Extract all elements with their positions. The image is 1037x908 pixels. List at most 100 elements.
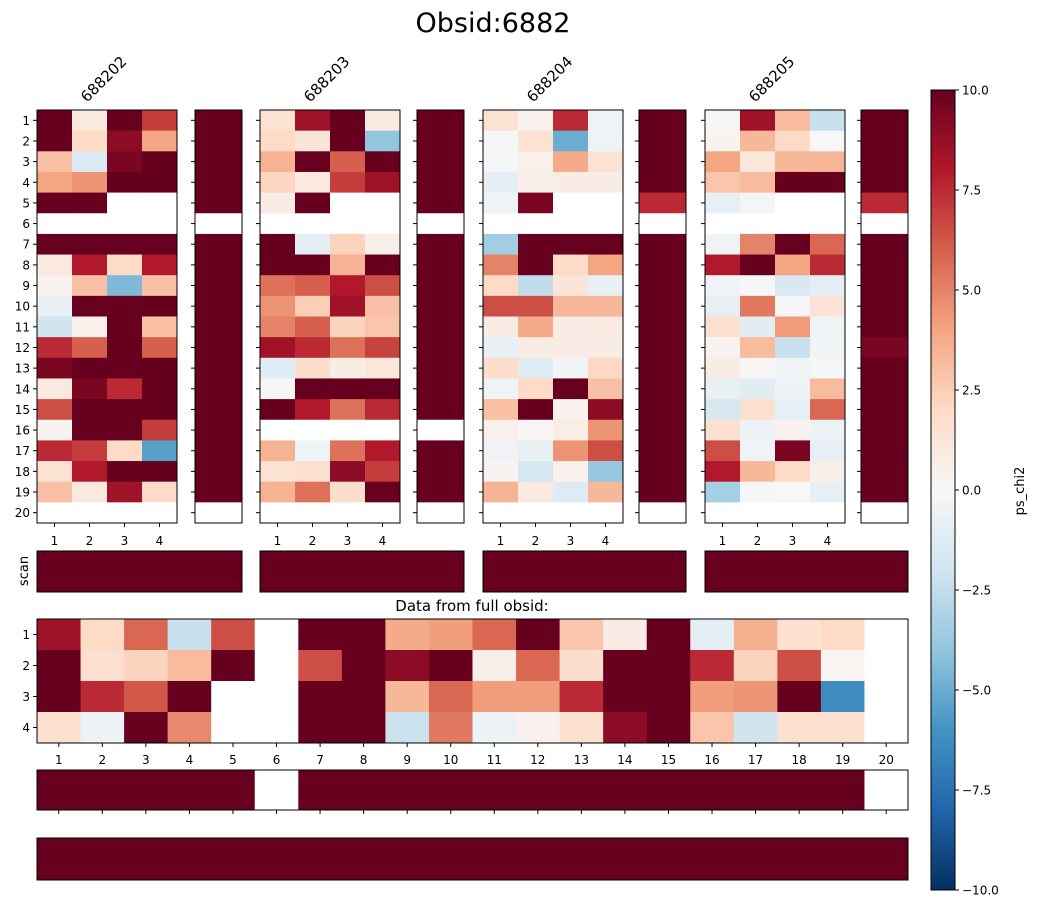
full-heatmap-cell [646, 650, 691, 682]
heatmap-cell [810, 337, 846, 359]
heatmap-cell [142, 461, 178, 483]
x-tick-label: 3 [121, 534, 129, 548]
heatmap-cell [37, 419, 73, 441]
heatmap-cell [740, 399, 776, 421]
side-cell [861, 399, 908, 421]
heatmap-cell [740, 481, 776, 503]
side-cell [639, 378, 686, 400]
full-heatmap-cell [646, 619, 691, 651]
full-heatmap-cell [603, 712, 648, 744]
heatmap-cell [260, 502, 296, 524]
y-tick-label: 9 [22, 279, 30, 293]
heatmap-cell [705, 337, 741, 359]
heatmap-cell [775, 502, 811, 524]
heatmap-cell [72, 110, 108, 132]
heatmap-cell [365, 378, 401, 400]
side-cell [639, 130, 686, 152]
colorbar-tick-label: −2.5 [962, 584, 991, 598]
side-cell [861, 295, 908, 317]
full-heatmap-cell [80, 712, 125, 744]
heatmap-cell [483, 192, 519, 214]
side-cell [861, 502, 908, 524]
side-cell [639, 254, 686, 276]
heatmap-cell [260, 254, 296, 276]
heatmap-cell [518, 110, 554, 132]
heatmap-cell [588, 295, 624, 317]
y-tick-label: 15 [15, 403, 30, 417]
heatmap-cell [142, 275, 178, 297]
side-cell [195, 275, 242, 297]
full-heatmap-cell [690, 619, 735, 651]
y-tick-label: 11 [15, 320, 30, 334]
heatmap-cell [260, 316, 296, 338]
heatmap-cell [483, 502, 519, 524]
heatmap-cell [810, 378, 846, 400]
heatmap-cell [553, 378, 589, 400]
x-tick-label: 2 [532, 534, 540, 548]
heatmap-cell [588, 337, 624, 359]
heatmap-cell [295, 110, 331, 132]
heatmap-cell [365, 399, 401, 421]
x-tick-label: 5 [229, 753, 237, 767]
scan-panel-688203: 688203 1 2 3 4 [256, 53, 465, 548]
colorbar-tick-label: −5.0 [962, 684, 991, 698]
heatmap-cell [705, 171, 741, 193]
full-heatmap-cell [211, 619, 256, 651]
heatmap-cell [260, 357, 296, 379]
x-tick-label: 15 [661, 753, 676, 767]
heatmap-cell [365, 316, 401, 338]
summary-cell [777, 770, 822, 810]
heatmap-cell [107, 357, 143, 379]
heatmap-cell [810, 357, 846, 379]
heatmap-cell [142, 502, 178, 524]
side-cell [195, 337, 242, 359]
side-cell [417, 419, 464, 441]
x-tick-label: 13 [574, 753, 589, 767]
full-heatmap-cell [298, 650, 343, 682]
heatmap-cell [107, 192, 143, 214]
x-tick-label: 9 [403, 753, 411, 767]
heatmap-cell [740, 171, 776, 193]
heatmap-cell [810, 399, 846, 421]
full-heatmap-cell [254, 681, 299, 713]
heatmap-cell [330, 192, 366, 214]
heatmap-cell [107, 151, 143, 173]
side-cell [417, 316, 464, 338]
heatmap-cell [775, 316, 811, 338]
heatmap-cell [553, 419, 589, 441]
heatmap-cell [142, 254, 178, 276]
heatmap-cell [365, 419, 401, 441]
full-heatmap-cell [820, 619, 865, 651]
heatmap-cell [72, 233, 108, 255]
x-tick-label: 16 [704, 753, 719, 767]
heatmap-cell [37, 233, 73, 255]
heatmap-cell [365, 461, 401, 483]
heatmap-cell [810, 295, 846, 317]
heatmap-cell [72, 192, 108, 214]
heatmap-cell [295, 502, 331, 524]
heatmap-cell [142, 378, 178, 400]
full-heatmap-cell [690, 712, 735, 744]
heatmap-cell [553, 461, 589, 483]
heatmap-cell [518, 192, 554, 214]
full-heatmap-cell [472, 619, 517, 651]
heatmap-cell [142, 337, 178, 359]
full-heatmap-cell [211, 650, 256, 682]
heatmap-cell [810, 110, 846, 132]
heatmap-cell [72, 213, 108, 235]
heatmap-cell [330, 461, 366, 483]
heatmap-frame [482, 109, 624, 524]
side-cell [639, 316, 686, 338]
full-heatmap-cell [603, 650, 648, 682]
full-heatmap-cell [690, 681, 735, 713]
heatmap-cell [483, 110, 519, 132]
full-heatmap-cell [646, 712, 691, 744]
heatmap-cell [107, 337, 143, 359]
heatmap-cell [588, 502, 624, 524]
heatmap-cell [740, 502, 776, 524]
heatmap-cell [365, 254, 401, 276]
summary-cell [341, 770, 386, 810]
heatmap-cell [483, 130, 519, 152]
full-heatmap-cell [559, 712, 604, 744]
heatmap-cell [107, 130, 143, 152]
